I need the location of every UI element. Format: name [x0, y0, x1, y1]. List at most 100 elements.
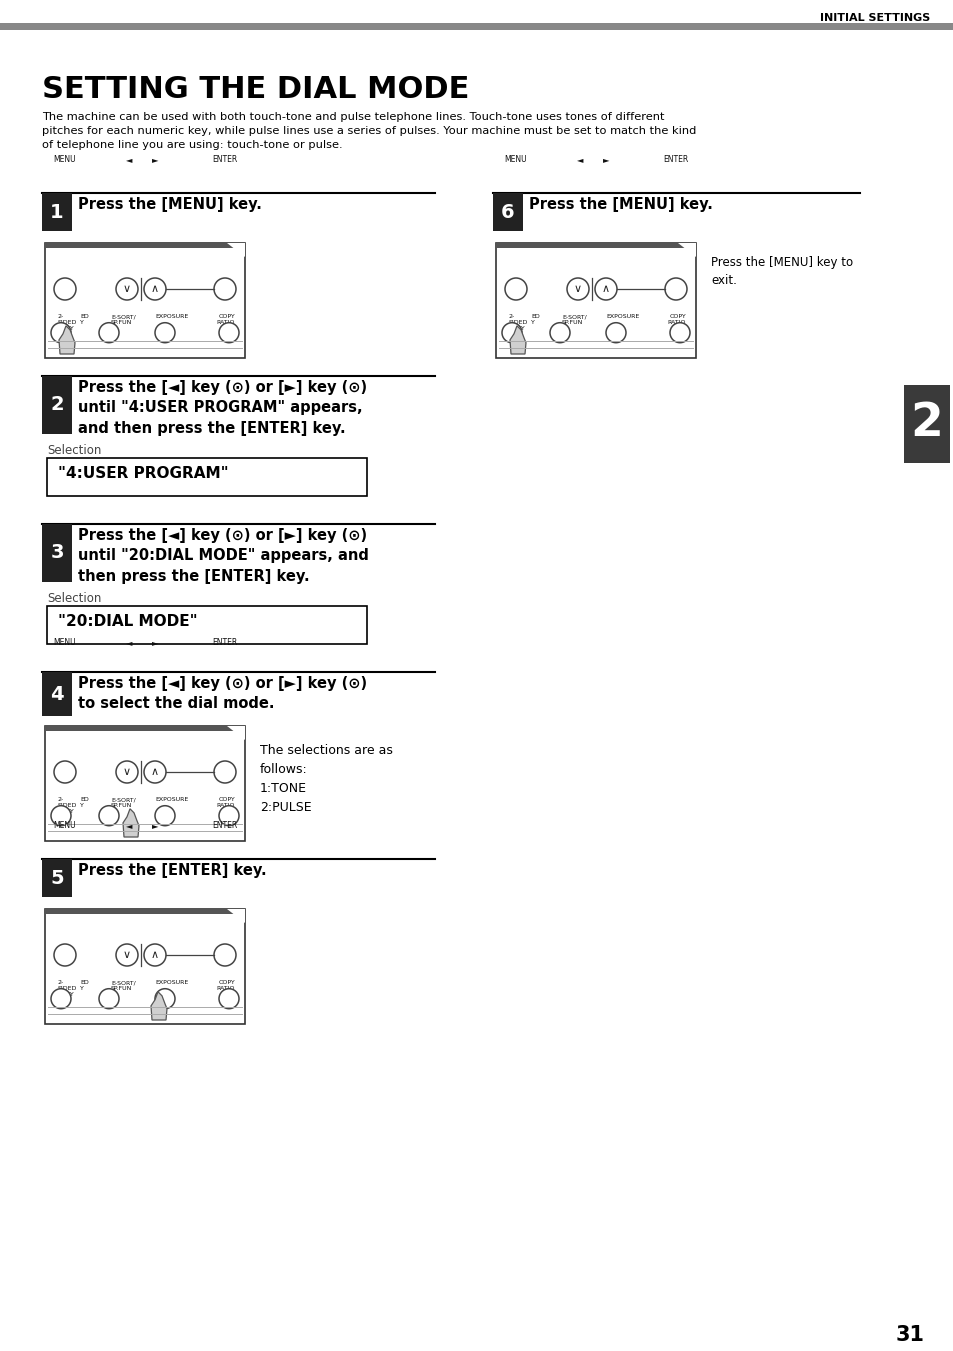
Text: 2-
SIDED
COPY: 2- SIDED COPY — [509, 315, 528, 331]
Bar — [42, 376, 71, 434]
Bar — [0, 23, 953, 30]
Bar — [496, 243, 696, 249]
Text: ∧: ∧ — [151, 284, 159, 295]
Polygon shape — [227, 909, 245, 923]
Text: The machine can be used with both touch-tone and pulse telephone lines. Touch-to: The machine can be used with both touch-… — [42, 112, 696, 150]
Polygon shape — [151, 992, 167, 1020]
Circle shape — [664, 278, 686, 300]
Text: EXPOSURE: EXPOSURE — [154, 981, 188, 985]
Bar — [42, 193, 71, 231]
Text: COPY
RATIO: COPY RATIO — [216, 315, 234, 326]
Text: ◄: ◄ — [577, 155, 582, 163]
Text: COPY
RATIO: COPY RATIO — [667, 315, 685, 326]
Circle shape — [99, 805, 119, 825]
Circle shape — [669, 323, 689, 343]
Text: ∧: ∧ — [151, 767, 159, 777]
Circle shape — [213, 278, 235, 300]
Text: E-SORT/
SP.FUN: E-SORT/ SP.FUN — [111, 315, 135, 326]
Circle shape — [54, 278, 76, 300]
Text: 2-
SIDED
COPY: 2- SIDED COPY — [58, 315, 77, 331]
Text: 5: 5 — [51, 869, 64, 888]
Circle shape — [154, 805, 174, 825]
Text: Press the [◄] key (⊙) or [►] key (⊙)
until "4:USER PROGRAM" appears,
and then pr: Press the [◄] key (⊙) or [►] key (⊙) unt… — [78, 380, 367, 436]
Text: ►: ► — [152, 638, 158, 647]
Text: INITIAL SETTINGS: INITIAL SETTINGS — [819, 14, 929, 23]
Circle shape — [219, 323, 239, 343]
Circle shape — [219, 989, 239, 1009]
Polygon shape — [227, 725, 245, 740]
Text: Press the [◄] key (⊙) or [►] key (⊙)
to select the dial mode.: Press the [◄] key (⊙) or [►] key (⊙) to … — [78, 676, 367, 712]
Text: 2: 2 — [909, 401, 943, 446]
Text: 2-
SIDED
COPY: 2- SIDED COPY — [58, 981, 77, 997]
Circle shape — [550, 323, 569, 343]
Circle shape — [213, 944, 235, 966]
Circle shape — [116, 278, 138, 300]
Polygon shape — [59, 326, 75, 354]
Text: 31: 31 — [895, 1325, 923, 1346]
Text: ED
Y: ED Y — [531, 315, 539, 326]
Text: Press the [MENU] key.: Press the [MENU] key. — [78, 197, 262, 212]
Text: MENU: MENU — [53, 638, 76, 647]
Text: MENU: MENU — [53, 821, 76, 830]
Text: COPY
RATIO: COPY RATIO — [216, 981, 234, 992]
Polygon shape — [678, 243, 696, 257]
Polygon shape — [510, 326, 525, 354]
Text: ENTER: ENTER — [213, 821, 237, 830]
Text: ED
Y: ED Y — [80, 315, 89, 326]
Text: SETTING THE DIAL MODE: SETTING THE DIAL MODE — [42, 76, 469, 104]
Circle shape — [54, 944, 76, 966]
Text: "4:USER PROGRAM": "4:USER PROGRAM" — [58, 466, 229, 481]
Bar — [45, 725, 245, 842]
Bar — [42, 524, 71, 582]
Text: Press the [ENTER] key.: Press the [ENTER] key. — [78, 863, 266, 878]
Text: E-SORT/
SP.FUN: E-SORT/ SP.FUN — [561, 315, 586, 326]
Circle shape — [144, 761, 166, 784]
Text: ENTER: ENTER — [213, 155, 237, 163]
Text: ENTER: ENTER — [662, 155, 688, 163]
Text: ∨: ∨ — [123, 767, 131, 777]
Bar — [903, 385, 949, 463]
Text: 4: 4 — [51, 685, 64, 704]
Text: EXPOSURE: EXPOSURE — [154, 315, 188, 319]
Text: ∧: ∧ — [601, 284, 609, 295]
Text: Press the [MENU] key to
exit.: Press the [MENU] key to exit. — [710, 255, 852, 286]
Text: ENTER: ENTER — [213, 638, 237, 647]
Text: E-SORT/
SP.FUN: E-SORT/ SP.FUN — [111, 981, 135, 992]
Text: The selections are as
follows:
1:TONE
2:PULSE: The selections are as follows: 1:TONE 2:… — [260, 744, 393, 815]
Bar — [47, 458, 367, 496]
Text: ◄: ◄ — [126, 638, 132, 647]
Text: ∨: ∨ — [123, 284, 131, 295]
Text: COPY
RATIO: COPY RATIO — [216, 797, 234, 808]
Circle shape — [213, 761, 235, 784]
Text: EXPOSURE: EXPOSURE — [605, 315, 639, 319]
Text: 6: 6 — [500, 203, 515, 222]
Text: ED
Y: ED Y — [80, 797, 89, 808]
Bar — [45, 243, 245, 358]
Bar — [45, 725, 245, 731]
Text: "20:DIAL MODE": "20:DIAL MODE" — [58, 613, 197, 630]
Text: 1: 1 — [51, 203, 64, 222]
Polygon shape — [227, 243, 245, 257]
Circle shape — [154, 323, 174, 343]
Text: MENU: MENU — [504, 155, 527, 163]
Circle shape — [605, 323, 625, 343]
Text: MENU: MENU — [53, 155, 76, 163]
Text: ►: ► — [152, 821, 158, 830]
Text: ◄: ◄ — [126, 155, 132, 163]
Bar — [47, 607, 367, 644]
Text: ED
Y: ED Y — [80, 981, 89, 992]
Text: ►: ► — [602, 155, 609, 163]
Circle shape — [154, 989, 174, 1009]
Bar — [45, 243, 245, 249]
Circle shape — [144, 278, 166, 300]
Polygon shape — [123, 809, 139, 838]
Bar — [45, 909, 245, 1024]
Circle shape — [116, 944, 138, 966]
Circle shape — [219, 805, 239, 825]
Circle shape — [504, 278, 526, 300]
Text: 2-
SIDED
COPY: 2- SIDED COPY — [58, 797, 77, 813]
Text: Press the [MENU] key.: Press the [MENU] key. — [529, 197, 712, 212]
Circle shape — [116, 761, 138, 784]
Bar — [45, 909, 245, 915]
Text: E-SORT/
SP.FUN: E-SORT/ SP.FUN — [111, 797, 135, 808]
